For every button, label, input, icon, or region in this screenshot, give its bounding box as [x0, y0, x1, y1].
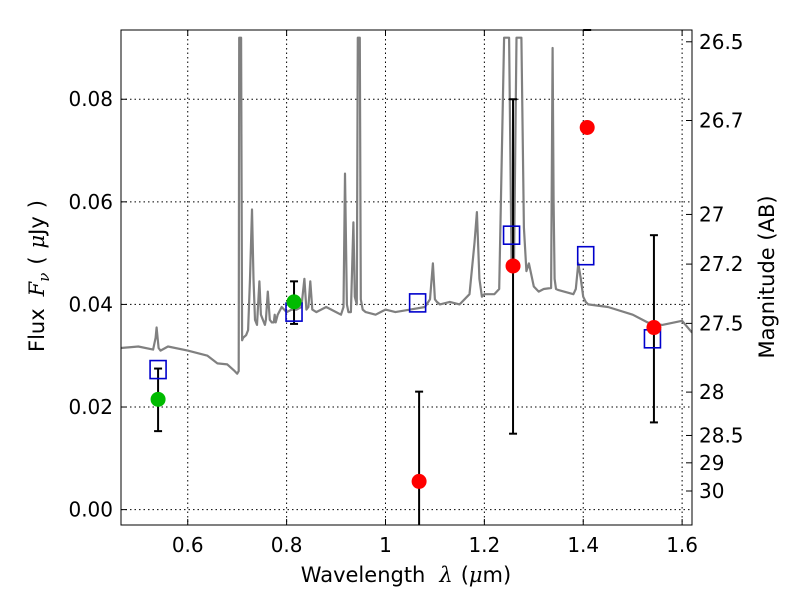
spectrum-layer: [121, 36, 692, 375]
observed-flux-layer: [150, 119, 662, 489]
y-tick-label: 0.06: [68, 190, 113, 214]
y2-tick-label: 30: [699, 479, 724, 503]
y-tick-label: 0.08: [68, 87, 113, 111]
y2-tick-label: 26.7: [699, 108, 744, 132]
x-tick-label: 0.6: [172, 533, 204, 557]
y2-tick-label: 28: [699, 380, 724, 404]
y2-tick-label: 26.5: [699, 30, 744, 54]
errorbar-layer: [154, 29, 658, 525]
model-photometry-square: [149, 359, 167, 380]
spectrum-line: [121, 36, 692, 375]
y2-axis-label: Magnitude (AB): [755, 195, 779, 358]
y2-tick-label: 27: [699, 202, 724, 226]
x-tick-label: 1.2: [468, 533, 500, 557]
tick-layer: 0.6 0.8 1 1.2 1.4 1.6 0.00 0.02 0.04 0.06 0.08 26.5…: [68, 30, 743, 557]
y2-tick-label: 27.5: [699, 311, 744, 335]
y-axis-label: FluxFν(μJy): [25, 200, 53, 352]
x-tick-label: 1.6: [666, 533, 698, 557]
observed-flux-point: [579, 119, 595, 135]
x-tick-label: 1.4: [567, 533, 599, 557]
model-photometry-square: [502, 225, 521, 245]
plot-frame: [120, 29, 693, 526]
y2-tick-label: 27.2: [699, 252, 744, 276]
model-photometry-layer: [149, 225, 662, 380]
x-axis-label: Wavelength λ (μm): [301, 563, 511, 587]
y2-tick-label: 29: [699, 451, 724, 475]
y-tick-label: 0.00: [68, 498, 113, 522]
model-photometry-square: [576, 245, 595, 266]
x-tick-label: 1: [379, 533, 392, 557]
observed-flux-point: [646, 320, 662, 336]
y-tick-label: 0.02: [68, 395, 113, 419]
y2-tick-label: 28.5: [699, 423, 744, 447]
observed-flux-point: [505, 258, 521, 274]
grid-layer: [121, 30, 692, 525]
observed-flux-point: [286, 294, 302, 310]
x-tick-label: 0.8: [271, 533, 303, 557]
observed-flux-point: [411, 473, 427, 489]
y-tick-label: 0.04: [68, 292, 113, 316]
model-photometry-square: [408, 293, 427, 313]
observed-flux-point: [150, 391, 166, 407]
